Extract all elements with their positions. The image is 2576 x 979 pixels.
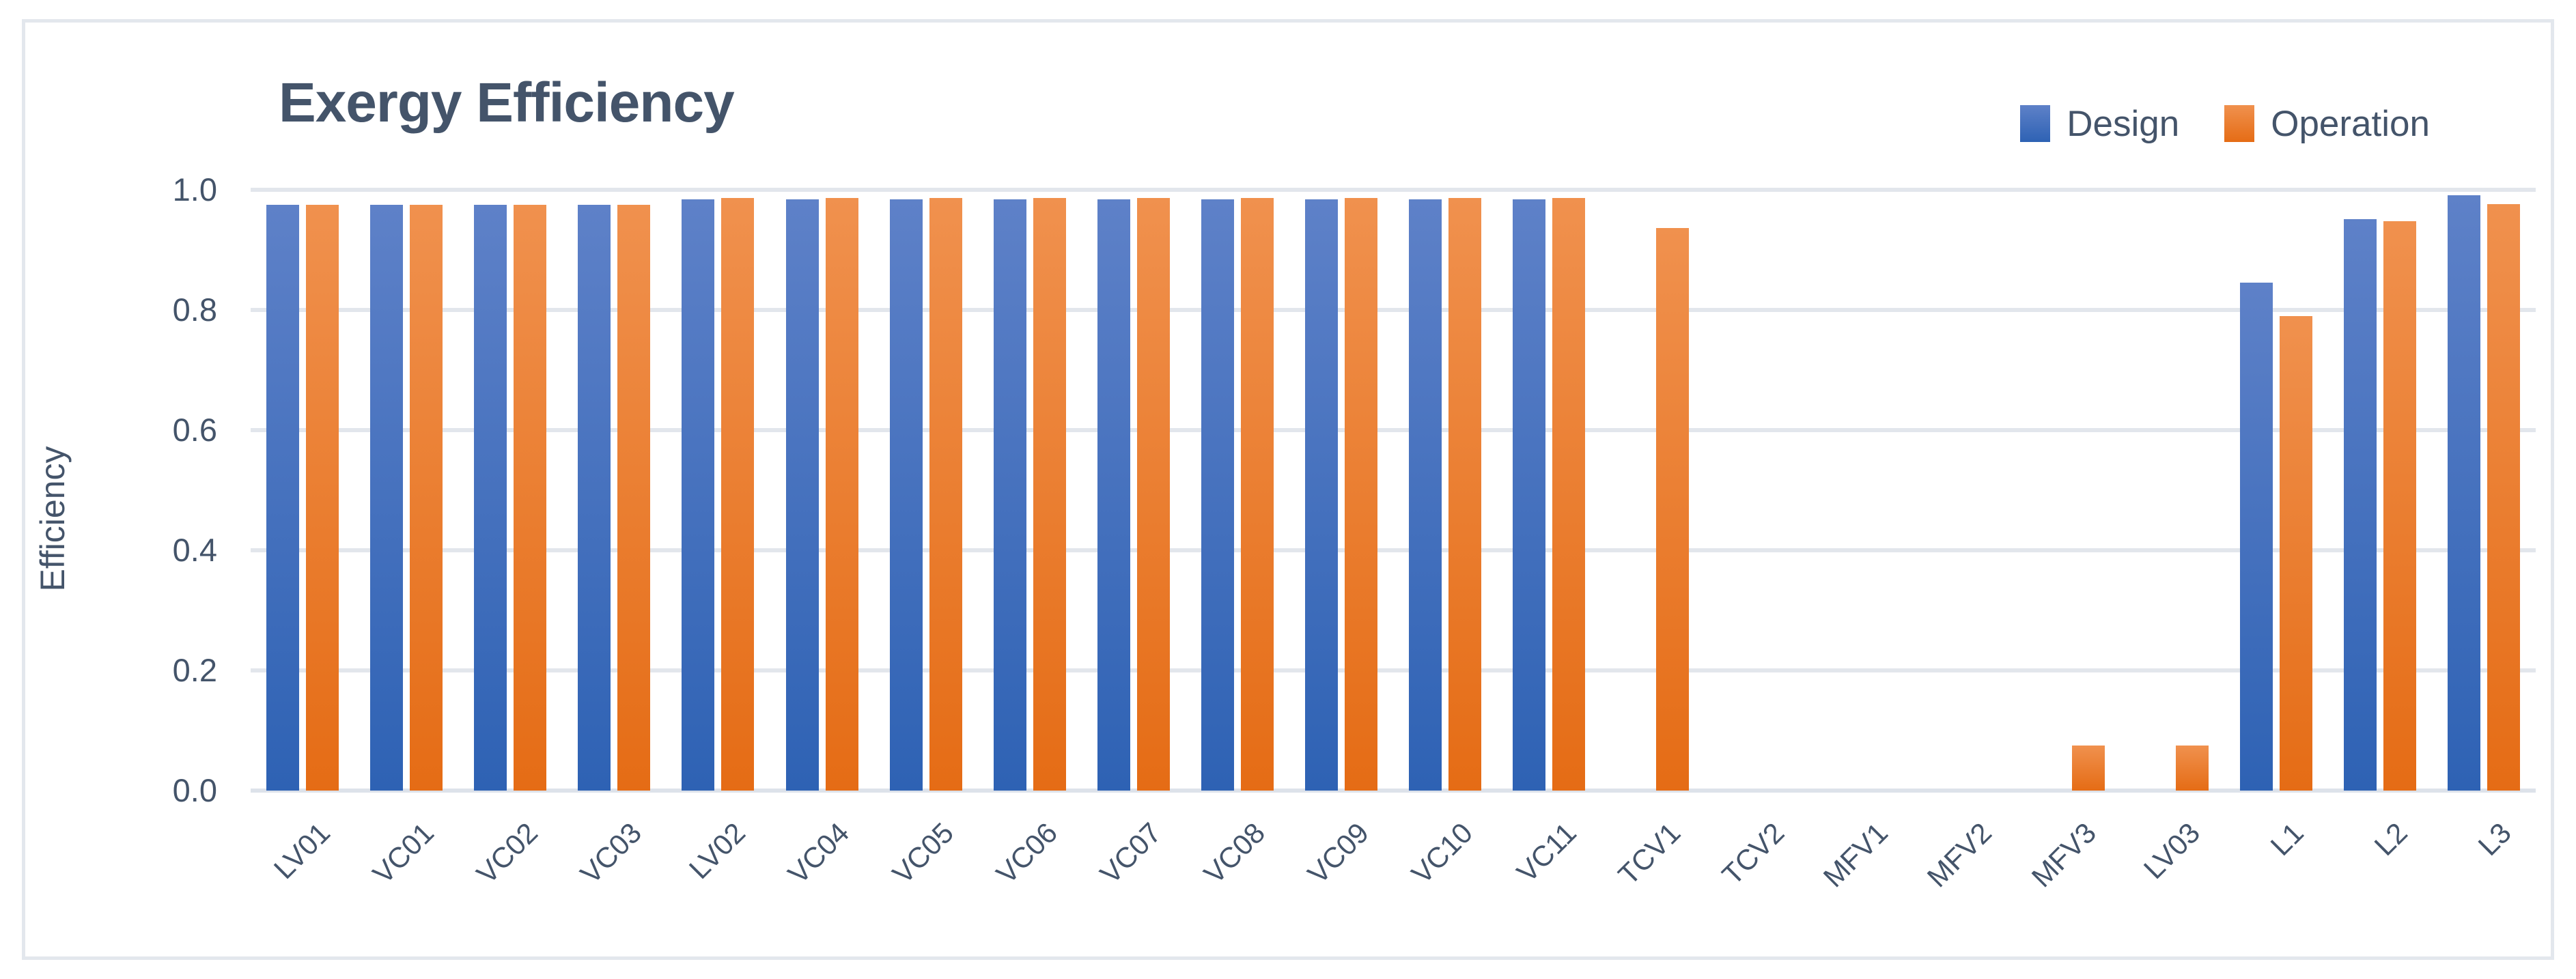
- legend-operation-label: Operation: [2271, 103, 2430, 144]
- bar-operation-VC07: [1136, 198, 1170, 791]
- bar-design-VC10: [1409, 199, 1442, 791]
- bar-group-VC01: [354, 190, 458, 791]
- legend: Design Operation: [2020, 105, 2430, 142]
- bar-design-VC08: [1201, 199, 1234, 791]
- bar-design-VC06: [993, 199, 1026, 791]
- gridline-0.0: [251, 789, 2536, 793]
- bar-design-VC01: [370, 205, 404, 791]
- bar-group-VC09: [1289, 190, 1393, 791]
- y-axis-ticks: 0.0 0.2 0.4 0.6 0.8 1.0: [0, 171, 217, 808]
- gridline-0.2: [251, 668, 2536, 672]
- bar-design-VC09: [1304, 199, 1338, 791]
- bar-design-L3: [2448, 195, 2481, 791]
- bar-group-L3: [2432, 190, 2536, 791]
- y-tick-label-0.8: 0.8: [172, 292, 217, 328]
- bar-design-VC02: [474, 205, 507, 791]
- bar-design-VC07: [1097, 199, 1130, 791]
- bar-group-VC02: [458, 190, 562, 791]
- bar-operation-LV01: [306, 205, 339, 791]
- bar-group-VC04: [770, 190, 873, 791]
- bar-operation-LV03: [2175, 746, 2209, 791]
- bar-design-VC05: [889, 199, 923, 791]
- bar-group-TCV2: [1705, 190, 1808, 791]
- gridline-0.8: [251, 308, 2536, 312]
- bar-operation-VC01: [410, 205, 443, 791]
- legend-item-design: Design: [2020, 105, 2179, 142]
- bar-design-VC04: [785, 199, 819, 791]
- bar-operation-VC03: [617, 205, 651, 791]
- bar-group-VC11: [1497, 190, 1601, 791]
- y-tick-label-0.2: 0.2: [172, 652, 217, 688]
- legend-operation-swatch: [2224, 105, 2255, 142]
- bar-group-VC10: [1393, 190, 1497, 791]
- bar-group-LV01: [251, 190, 354, 791]
- bar-operation-VC10: [1448, 198, 1482, 791]
- bar-group-L1: [2224, 190, 2328, 791]
- y-tick-label-1.0: 1.0: [172, 171, 217, 208]
- y-tick-label-0.0: 0.0: [172, 772, 217, 808]
- bar-operation-VC02: [514, 205, 547, 791]
- bar-group-L2: [2328, 190, 2432, 791]
- gridline-1.0: [251, 188, 2536, 192]
- chart-title: Exergy Efficiency: [279, 72, 735, 134]
- y-tick-label-0.6: 0.6: [172, 412, 217, 448]
- bar-operation-L1: [2279, 316, 2312, 791]
- bar-operation-VC09: [1344, 198, 1377, 791]
- bar-design-L1: [2239, 283, 2273, 791]
- legend-item-operation: Operation: [2224, 105, 2430, 142]
- bar-operation-L2: [2383, 221, 2416, 791]
- bar-operation-TCV1: [1656, 228, 1690, 791]
- legend-design-swatch: [2020, 105, 2051, 142]
- gridline-0.6: [251, 428, 2536, 432]
- bar-group-LV03: [2120, 190, 2224, 791]
- bar-group-TCV1: [1601, 190, 1705, 791]
- bar-operation-VC08: [1240, 198, 1274, 791]
- bar-operation-LV02: [721, 198, 755, 791]
- bar-design-L2: [2343, 219, 2377, 791]
- bar-operation-VC05: [929, 198, 962, 791]
- bar-group-MFV3: [2017, 190, 2120, 791]
- bar-group-VC08: [1186, 190, 1289, 791]
- bar-group-LV02: [666, 190, 770, 791]
- bar-group-VC07: [1082, 190, 1186, 791]
- legend-design-label: Design: [2067, 103, 2180, 144]
- bar-design-LV02: [682, 199, 715, 791]
- bar-group-MFV1: [1808, 190, 1912, 791]
- plot-area: [251, 188, 2536, 793]
- bar-operation-MFV3: [2071, 746, 2105, 791]
- y-tick-label-0.4: 0.4: [172, 532, 217, 568]
- bar-operation-L3: [2487, 204, 2521, 791]
- bar-operation-VC06: [1033, 198, 1066, 791]
- chart-border: [22, 19, 2554, 960]
- bar-group-VC06: [978, 190, 1082, 791]
- bar-group-VC03: [562, 190, 666, 791]
- bar-series-container: [251, 190, 2536, 791]
- bar-design-LV01: [266, 205, 300, 791]
- bar-design-VC11: [1513, 199, 1546, 791]
- bar-design-VC03: [578, 205, 611, 791]
- gridline-0.4: [251, 548, 2536, 552]
- bar-operation-VC11: [1552, 198, 1586, 791]
- bar-group-MFV2: [1913, 190, 2017, 791]
- bar-group-VC05: [874, 190, 978, 791]
- bar-operation-VC04: [825, 198, 858, 791]
